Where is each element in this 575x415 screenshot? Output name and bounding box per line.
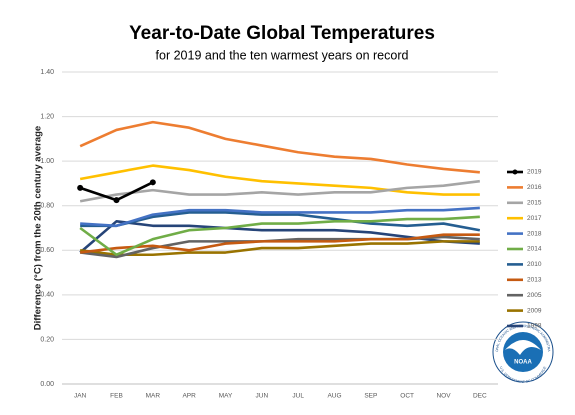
y-tick-label: 0.00 bbox=[40, 381, 54, 388]
series-line bbox=[79, 179, 480, 203]
series-line bbox=[80, 233, 480, 254]
series-marker bbox=[77, 184, 84, 191]
series-line bbox=[80, 211, 481, 232]
legend-marker bbox=[512, 169, 518, 175]
y-tick-label: 0.60 bbox=[40, 247, 54, 254]
x-tick-label: AUG bbox=[327, 393, 341, 400]
chart-subtitle: for 2019 and the ten warmest years on re… bbox=[156, 48, 409, 62]
x-tick-label: JUN bbox=[256, 393, 269, 400]
x-tick-label: NOV bbox=[436, 393, 451, 400]
x-tick-label: FEB bbox=[110, 393, 123, 400]
x-tick-label: SEP bbox=[364, 393, 377, 400]
y-tick-label: 0.80 bbox=[40, 203, 54, 210]
legend-label: 2005 bbox=[527, 292, 542, 299]
legend-label: 1998 bbox=[527, 323, 542, 330]
legend-label: 2017 bbox=[527, 215, 542, 222]
legend-label: 2010 bbox=[527, 261, 542, 268]
y-tick-label: 0.20 bbox=[40, 336, 54, 343]
y-tick-label: 1.20 bbox=[40, 113, 54, 120]
series-line bbox=[80, 206, 480, 228]
y-axis-label: Difference (°C) from the 20th century av… bbox=[33, 126, 44, 330]
logo-disc bbox=[503, 332, 543, 372]
legend-label: 2019 bbox=[527, 169, 542, 176]
x-tick-label: MAR bbox=[146, 393, 161, 400]
x-tick-label: OCT bbox=[400, 393, 414, 400]
legend-label: 2015 bbox=[527, 200, 542, 207]
logo-name: NOAA bbox=[514, 360, 532, 366]
chart-title: Year-to-Date Global Temperatures bbox=[129, 23, 435, 44]
series-marker bbox=[149, 179, 156, 186]
y-tick-label: 1.40 bbox=[40, 69, 54, 76]
legend-label: 2014 bbox=[527, 246, 542, 253]
series-line bbox=[80, 240, 480, 257]
legend-label: 2016 bbox=[527, 184, 542, 191]
x-tick-label: JUL bbox=[292, 393, 304, 400]
x-tick-label: JAN bbox=[74, 393, 87, 400]
legend-label: 2009 bbox=[527, 307, 542, 314]
x-tick-label: MAY bbox=[219, 393, 233, 400]
y-tick-label: 1.00 bbox=[40, 158, 54, 165]
legend-label: 2018 bbox=[527, 230, 542, 237]
series-marker bbox=[113, 197, 120, 204]
series-line bbox=[79, 120, 480, 174]
logo-bird bbox=[505, 340, 541, 355]
x-tick-label: APR bbox=[182, 393, 196, 400]
series-line bbox=[79, 215, 480, 257]
legend-label: 2013 bbox=[527, 277, 542, 284]
x-tick-label: DEC bbox=[473, 393, 487, 400]
y-tick-label: 0.40 bbox=[40, 292, 54, 299]
series-line bbox=[79, 164, 480, 196]
